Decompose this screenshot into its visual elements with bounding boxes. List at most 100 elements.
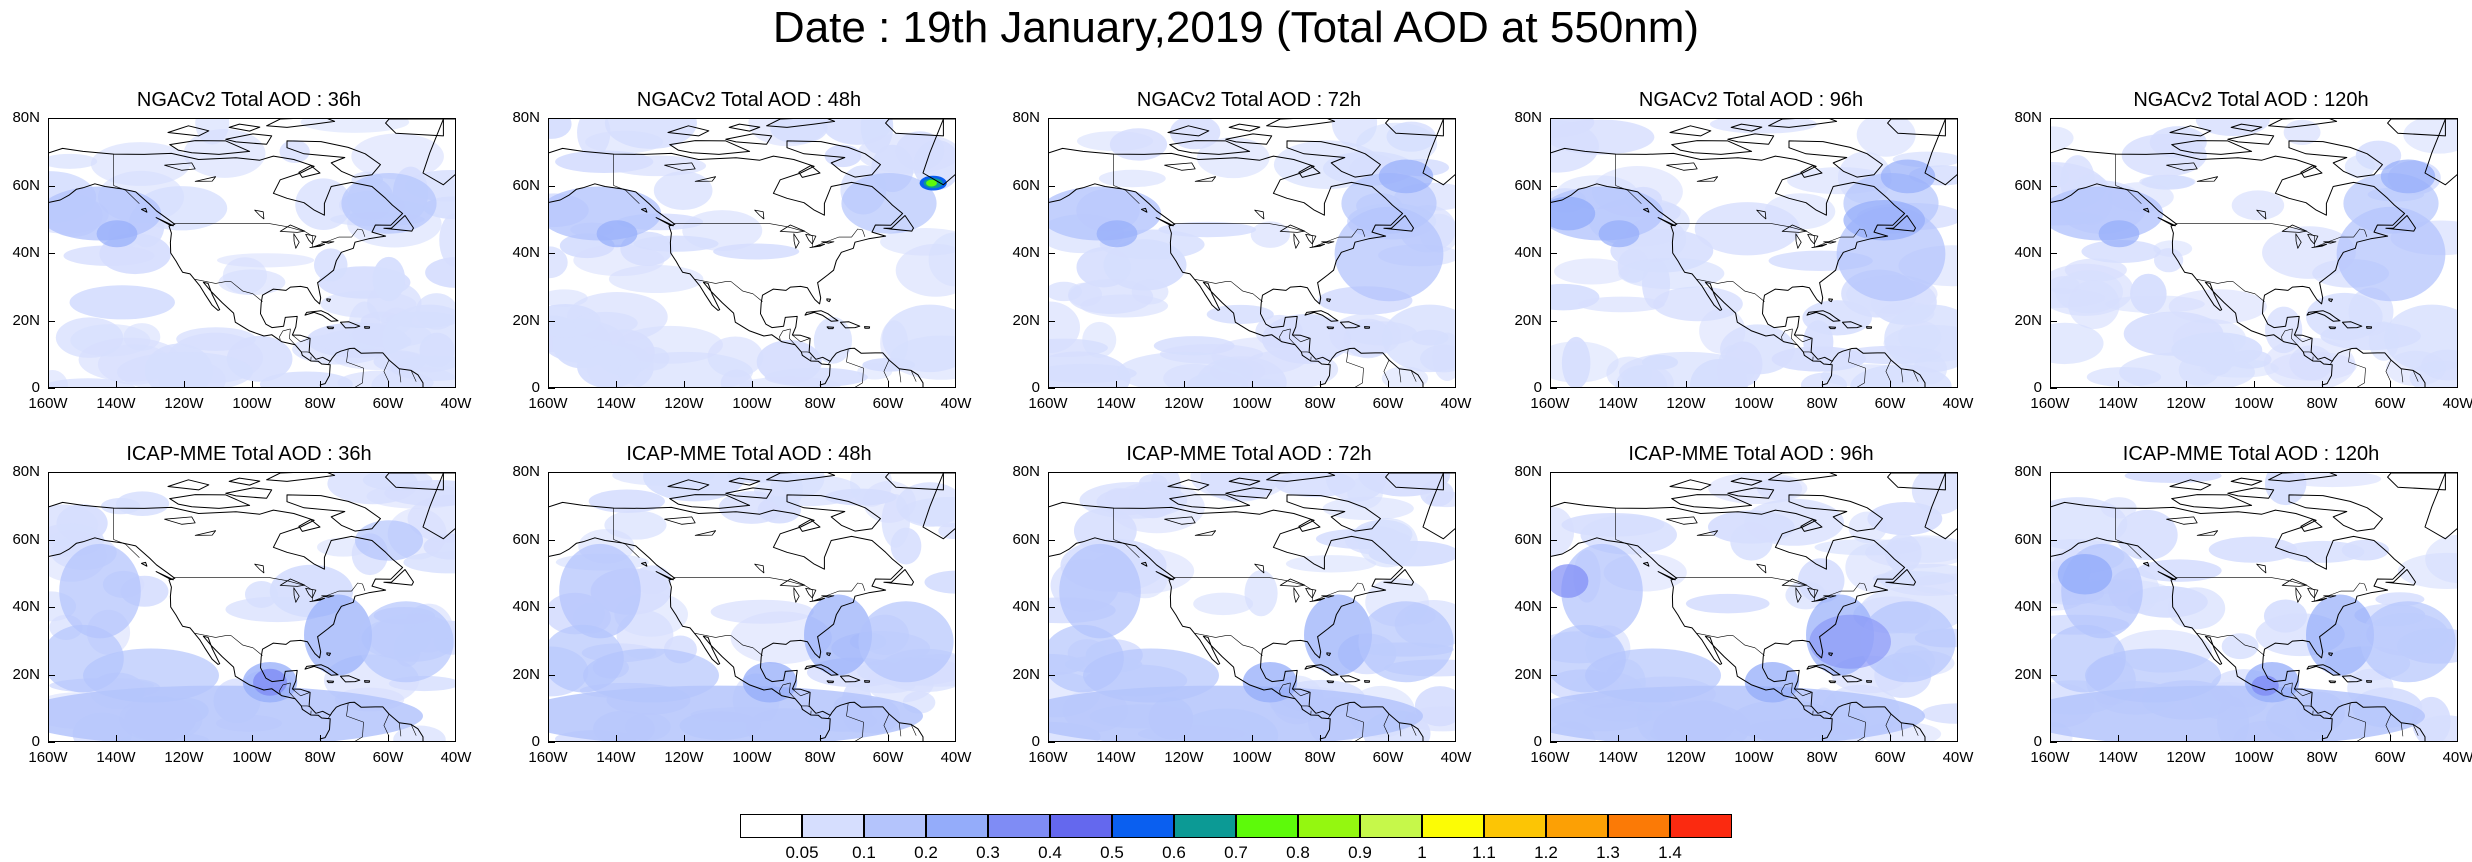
aod-cell — [549, 289, 588, 307]
latitude-tick-label: 0 — [1031, 379, 1040, 396]
country-border — [1676, 577, 1868, 602]
country-border — [846, 349, 864, 387]
island-coastline — [2341, 321, 2363, 329]
lake-outline — [2166, 516, 2198, 525]
island-coastline — [826, 652, 831, 657]
latitude-tick-label: 0 — [31, 733, 40, 750]
island-coastline — [228, 123, 261, 132]
longitude-tick — [1822, 381, 1823, 388]
island-coastline — [826, 298, 831, 303]
longitude-tick-label: 160W — [1530, 395, 1570, 412]
longitude-tick-label: 120W — [664, 749, 704, 766]
longitude-tick — [1252, 735, 1253, 742]
longitude-tick — [252, 735, 253, 742]
longitude-tick — [1890, 735, 1891, 742]
longitude-tick — [320, 735, 321, 742]
island-coastline — [1383, 569, 1414, 586]
country-border — [1410, 724, 1417, 736]
aod-cell — [382, 304, 455, 373]
latitude-tick — [1048, 472, 1055, 473]
island-coastline — [383, 569, 414, 586]
aod-cell — [549, 246, 568, 279]
latitude-tick — [48, 320, 55, 322]
longitude-tick-label: 80W — [804, 749, 836, 766]
lake-outline — [1305, 234, 1317, 245]
aod-cell — [362, 473, 433, 491]
aod-cell — [857, 363, 893, 380]
colorbar-swatch — [864, 814, 926, 838]
country-border — [346, 703, 364, 741]
longitude-tick — [388, 735, 389, 742]
island-coastline — [1339, 321, 1361, 329]
lake-outline — [694, 176, 716, 182]
map-frame — [2050, 118, 2458, 388]
island-coastline — [2306, 664, 2341, 676]
latitude-tick-label: 80N — [512, 109, 540, 126]
aod-cell — [101, 497, 141, 515]
island-coastline — [383, 215, 414, 232]
latitude-tick-label: 40N — [512, 244, 540, 261]
island-coastline — [922, 119, 955, 186]
longitude-tick-label: 40W — [1942, 749, 1974, 766]
longitude-tick-label: 80W — [304, 395, 336, 412]
lake-outline — [1807, 234, 1819, 245]
latitude-tick — [1048, 118, 1055, 119]
latitude-tick — [2050, 742, 2057, 743]
longitude-tick — [1686, 735, 1687, 742]
country-border — [327, 361, 331, 365]
aod-cell — [304, 594, 372, 676]
longitude-tick-label: 40W — [2442, 749, 2472, 766]
longitude-tick — [320, 381, 321, 388]
longitude-tick-label: 100W — [2234, 395, 2274, 412]
longitude-tick-label: 160W — [28, 395, 68, 412]
latitude-tick-label: 0 — [1031, 733, 1040, 750]
longitude-tick — [1388, 381, 1389, 388]
panel-title: ICAP-MME Total AOD : 96h — [1628, 443, 1874, 465]
aod-cell — [96, 220, 138, 248]
lake-outline — [1696, 530, 1718, 536]
longitude-tick — [2390, 735, 2391, 742]
aod-cell — [407, 494, 455, 543]
aod-field — [49, 119, 455, 387]
longitude-tick-label: 140W — [1598, 749, 1638, 766]
longitude-tick — [1550, 381, 1551, 388]
island-coastline — [1298, 519, 1321, 532]
aod-cell — [2119, 351, 2255, 387]
country-border — [1174, 577, 1366, 602]
country-border — [2412, 724, 2419, 736]
aod-field — [1049, 119, 1455, 387]
island-coastline — [2157, 571, 2176, 581]
aod-cell — [2263, 599, 2308, 633]
island-coastline — [1841, 675, 1863, 683]
country-border — [674, 577, 866, 602]
country-border — [910, 724, 917, 736]
lake-outline — [1795, 587, 1802, 603]
longitude-tick-label: 120W — [164, 749, 204, 766]
longitude-tick — [1320, 735, 1321, 742]
aod-cell — [1800, 372, 1847, 387]
island-coastline — [304, 310, 339, 322]
island-coastline — [667, 479, 710, 491]
lake-outline — [2307, 588, 2319, 599]
longitude-tick-label: 120W — [664, 395, 704, 412]
aod-cell — [1304, 594, 1372, 676]
latitude-tick — [548, 185, 555, 187]
latitude-tick-label: 40N — [2014, 244, 2042, 261]
latitude-tick-label: 40N — [1012, 244, 1040, 261]
longitude-tick — [1048, 381, 1049, 388]
aod-cell — [2306, 594, 2374, 676]
country-border — [113, 154, 140, 204]
island-coastline — [169, 140, 251, 155]
island-coastline — [2366, 680, 2373, 683]
longitude-tick — [1754, 735, 1755, 742]
aod-cell — [49, 624, 124, 693]
colorbar-label: 1.3 — [1596, 843, 1620, 862]
latitude-tick — [548, 472, 555, 473]
country-border — [801, 705, 809, 707]
aod-cell — [351, 133, 444, 180]
island-coastline — [1730, 477, 1763, 486]
island-coastline — [1671, 140, 1753, 155]
aod-cell — [59, 543, 141, 639]
country-border — [301, 705, 309, 707]
latitude-tick-label: 20N — [1514, 311, 1542, 329]
